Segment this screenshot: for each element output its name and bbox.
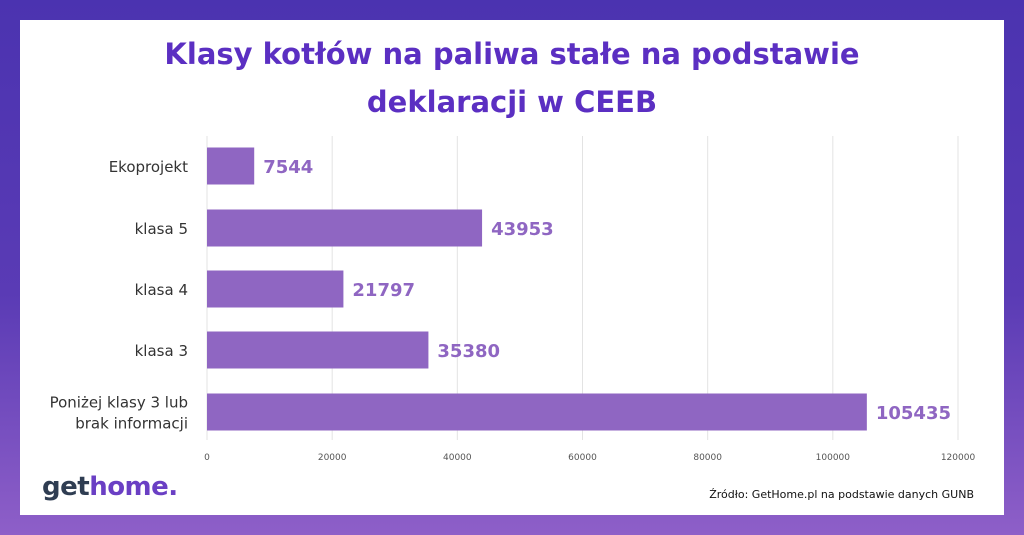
value-label: 105435	[876, 403, 951, 424]
category-label: Ekoprojekt	[109, 158, 188, 176]
value-label: 35380	[437, 341, 500, 362]
value-label: 43953	[491, 219, 554, 240]
x-axis-ticks: 0 20000 40000 60000 80000 100000 120000	[204, 453, 975, 463]
bar	[207, 331, 429, 369]
category-labels: Ekoprojekt klasa 5 klasa 4 klasa 3 Poniżej k…	[50, 158, 189, 433]
x-tick-label: 60000	[568, 453, 597, 463]
bar	[207, 147, 255, 185]
logo-text-get: get	[42, 472, 90, 502]
value-labels: 7544 43953 21797 35380 105435	[263, 157, 951, 424]
bar	[207, 209, 483, 247]
category-label: klasa 4	[135, 281, 188, 299]
category-label: Poniżej klasy 3 lub	[50, 394, 188, 412]
chart-title: Klasy kotłów na paliwa stałe na podstawi…	[0, 30, 1024, 126]
category-label: klasa 3	[135, 342, 188, 360]
chart-title-line-2: deklaracji w CEEB	[366, 85, 658, 119]
gethome-logo: gethome.	[42, 472, 178, 502]
value-label: 21797	[352, 280, 415, 301]
gridlines	[206, 136, 959, 440]
x-tick-label: 100000	[816, 453, 851, 463]
source-note: Źródło: GetHome.pl na podstawie danych G…	[709, 488, 974, 501]
bars	[207, 147, 867, 431]
x-tick-label: 40000	[443, 453, 472, 463]
x-tick-label: 120000	[941, 453, 976, 463]
bar	[207, 393, 867, 431]
logo-dot: .	[168, 472, 178, 502]
value-label: 7544	[263, 157, 313, 178]
x-tick-label: 20000	[318, 453, 347, 463]
chart-card	[20, 20, 1004, 515]
x-tick-label: 80000	[693, 453, 722, 463]
logo-text-home: home	[89, 472, 169, 502]
chart-title-line-1: Klasy kotłów na paliwa stałe na podstawi…	[164, 37, 860, 71]
bar	[207, 270, 344, 308]
category-label: brak informacji	[75, 415, 188, 433]
category-label: klasa 5	[135, 220, 188, 238]
x-tick-label: 0	[204, 453, 210, 463]
